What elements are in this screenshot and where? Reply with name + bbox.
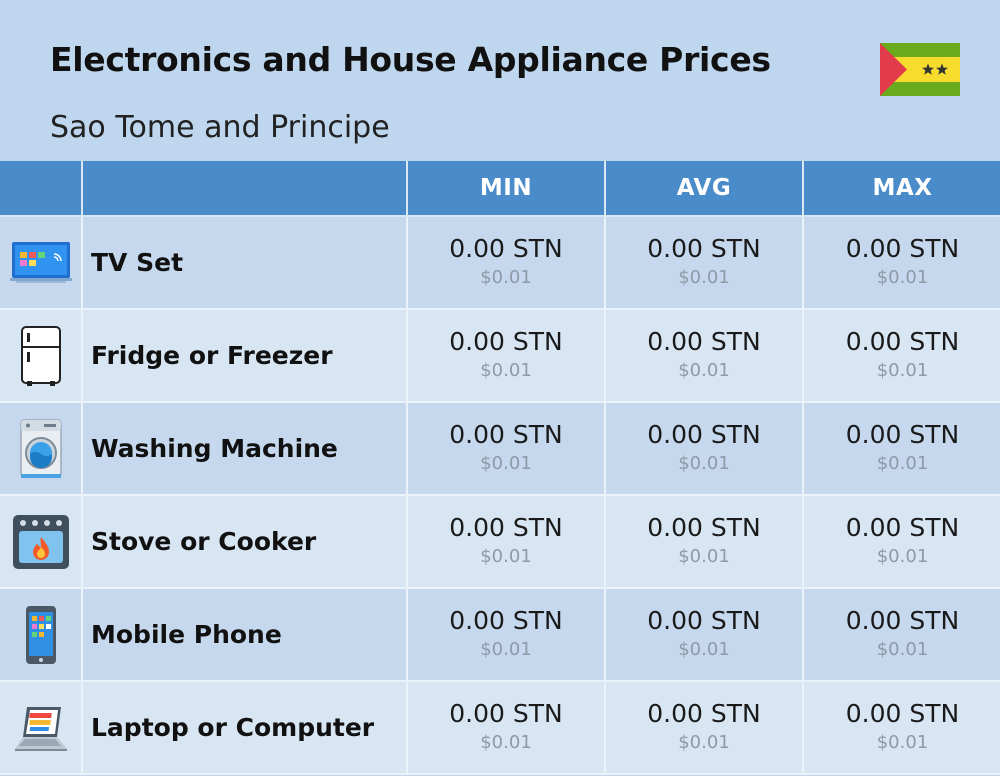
max-usd-value: $0.01: [876, 545, 929, 567]
price-table: MIN AVG MAX: [0, 161, 1000, 775]
avg-cell: 0.00 STN $0.01: [605, 588, 804, 682]
avg-cell: 0.00 STN $0.01: [605, 216, 804, 310]
min-usd-value: $0.01: [480, 638, 532, 660]
avg-value: 0.00 STN: [647, 233, 761, 263]
avg-usd-value: $0.01: [678, 731, 730, 753]
avg-value: 0.00 STN: [647, 419, 761, 449]
table-row: TV Set 0.00 STN $0.01 0.00 STN $0.01 0.0…: [0, 216, 1000, 310]
min-value: 0.00 STN: [449, 233, 563, 263]
max-value: 0.00 STN: [845, 698, 960, 728]
table-header-row: MIN AVG MAX: [0, 161, 1000, 217]
avg-usd-value: $0.01: [678, 359, 730, 381]
min-cell: 0.00 STN $0.01: [407, 402, 606, 496]
stove-icon: [12, 514, 69, 569]
min-usd-value: $0.01: [480, 266, 532, 288]
max-value: 0.00 STN: [845, 419, 960, 449]
row-icon-cell: [0, 588, 83, 682]
min-usd-value: $0.01: [480, 359, 532, 381]
fridge-icon: [20, 325, 61, 386]
max-usd-value: $0.01: [876, 452, 929, 474]
max-cell: 0.00 STN $0.01: [803, 588, 1000, 682]
min-cell: 0.00 STN $0.01: [407, 681, 606, 775]
row-icon-cell: [0, 309, 83, 403]
avg-usd-value: $0.01: [678, 266, 730, 288]
avg-usd-value: $0.01: [678, 545, 730, 567]
min-cell: 0.00 STN $0.01: [407, 309, 606, 403]
header-min: MIN: [407, 161, 606, 217]
table-row: Washing Machine 0.00 STN $0.01 0.00 STN …: [0, 402, 1000, 496]
laptop-icon: [14, 706, 67, 751]
min-cell: 0.00 STN $0.01: [407, 588, 606, 682]
max-value: 0.00 STN: [845, 326, 960, 356]
avg-usd-value: $0.01: [678, 452, 730, 474]
row-name: Stove or Cooker: [82, 495, 408, 589]
min-value: 0.00 STN: [449, 419, 563, 449]
table-row: Laptop or Computer 0.00 STN $0.01 0.00 S…: [0, 681, 1000, 775]
row-name: Mobile Phone: [82, 588, 408, 682]
row-icon-cell: [0, 681, 83, 775]
header-avg: AVG: [605, 161, 804, 217]
avg-cell: 0.00 STN $0.01: [605, 309, 804, 403]
max-cell: 0.00 STN $0.01: [803, 402, 1000, 496]
max-cell: 0.00 STN $0.01: [803, 309, 1000, 403]
page-subtitle: Sao Tome and Principe: [50, 110, 390, 145]
mobile-phone-icon: [25, 605, 56, 664]
header-max: MAX: [803, 161, 1000, 217]
row-icon-cell: [0, 495, 83, 589]
min-value: 0.00 STN: [449, 698, 563, 728]
max-usd-value: $0.01: [876, 359, 929, 381]
max-value: 0.00 STN: [845, 605, 960, 635]
avg-cell: 0.00 STN $0.01: [605, 495, 804, 589]
min-value: 0.00 STN: [449, 605, 563, 635]
max-cell: 0.00 STN $0.01: [803, 681, 1000, 775]
washing-machine-icon: [19, 418, 62, 478]
min-value: 0.00 STN: [449, 326, 563, 356]
sao-tome-flag-icon: [880, 43, 960, 96]
row-name: Washing Machine: [82, 402, 408, 496]
row-name: Fridge or Freezer: [82, 309, 408, 403]
max-value: 0.00 STN: [845, 512, 960, 542]
max-usd-value: $0.01: [876, 731, 929, 753]
min-cell: 0.00 STN $0.01: [407, 495, 606, 589]
max-value: 0.00 STN: [845, 233, 960, 263]
max-usd-value: $0.01: [876, 638, 929, 660]
min-usd-value: $0.01: [480, 452, 532, 474]
row-icon-cell: [0, 216, 83, 310]
header-name-column: [82, 161, 408, 217]
max-cell: 0.00 STN $0.01: [803, 495, 1000, 589]
page-title: Electronics and House Appliance Prices: [50, 40, 771, 79]
min-usd-value: $0.01: [480, 731, 532, 753]
row-icon-cell: [0, 402, 83, 496]
min-cell: 0.00 STN $0.01: [407, 216, 606, 310]
avg-usd-value: $0.01: [678, 638, 730, 660]
row-name: TV Set: [82, 216, 408, 310]
min-value: 0.00 STN: [449, 512, 563, 542]
avg-cell: 0.00 STN $0.01: [605, 402, 804, 496]
row-name: Laptop or Computer: [82, 681, 408, 775]
header-icon-column: [0, 161, 83, 217]
avg-value: 0.00 STN: [647, 698, 761, 728]
avg-value: 0.00 STN: [647, 512, 761, 542]
tv-icon: [9, 241, 72, 283]
min-usd-value: $0.01: [480, 545, 532, 567]
table-row: Stove or Cooker 0.00 STN $0.01 0.00 STN …: [0, 495, 1000, 589]
avg-value: 0.00 STN: [647, 326, 761, 356]
max-usd-value: $0.01: [876, 266, 929, 288]
avg-cell: 0.00 STN $0.01: [605, 681, 804, 775]
max-cell: 0.00 STN $0.01: [803, 216, 1000, 310]
table-row: Mobile Phone 0.00 STN $0.01 0.00 STN $0.…: [0, 588, 1000, 682]
avg-value: 0.00 STN: [647, 605, 761, 635]
table-row: Fridge or Freezer 0.00 STN $0.01 0.00 ST…: [0, 309, 1000, 403]
